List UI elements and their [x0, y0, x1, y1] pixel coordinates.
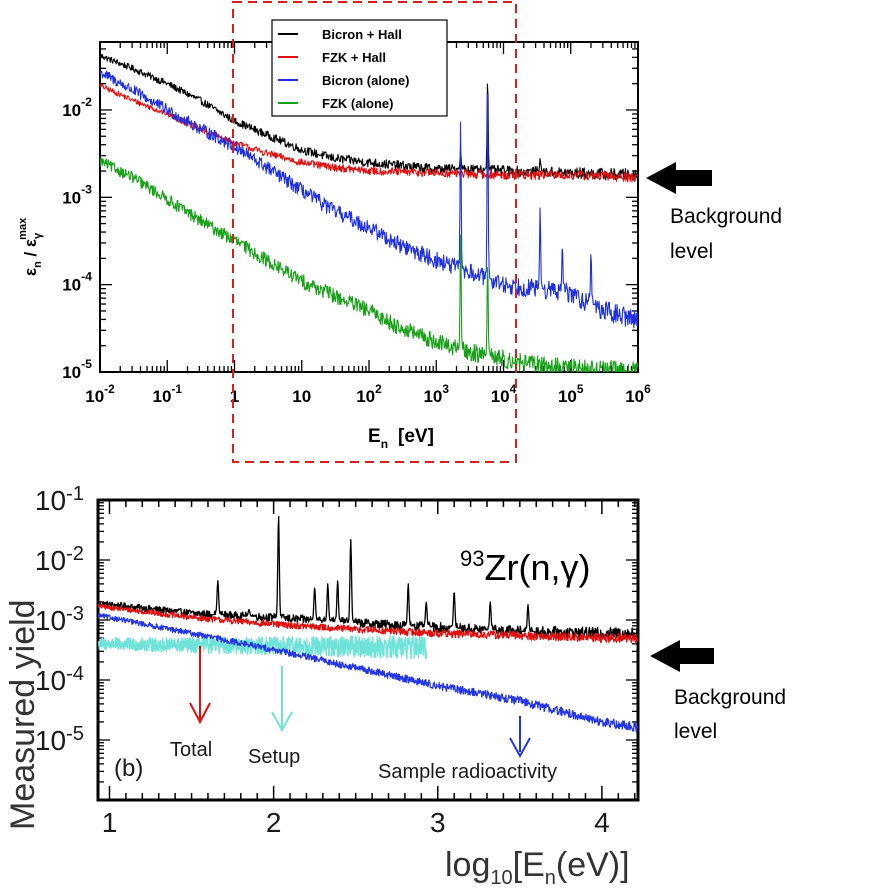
background-arrow-icon — [650, 640, 714, 672]
x-tick-label: 102 — [356, 382, 382, 406]
x-tick-label: 104 — [491, 382, 517, 406]
bottom-background-label-line2: level — [674, 720, 717, 743]
top-legend: Bicron + Hall FZK + Hall Bicron (alone) … — [271, 19, 448, 117]
series-line-sample-radioactivity — [98, 613, 638, 733]
series-line-setup — [98, 635, 427, 660]
top-background-label-line2: level — [670, 240, 713, 263]
bottom-x-axis-title: log10[En(eV)] — [445, 846, 630, 888]
series-line-total — [98, 515, 638, 640]
x-tick-label: 103 — [423, 382, 449, 406]
bottom-reaction-title: 93Zr(n,γ) — [460, 546, 590, 588]
legend-label-fzk-hall: FZK + Hall — [322, 50, 386, 65]
x-tick-label: 106 — [625, 382, 651, 406]
bottom-y-tick-labels: 10-1 10-2 10-3 10-4 10-5 — [35, 483, 84, 756]
x-tick-label: 10-1 — [153, 382, 183, 406]
top-x-tick-labels: 10-2 10-1 1 10 102 103 104 105 106 — [85, 382, 651, 406]
annotation-arrows — [189, 646, 531, 759]
background-arrow-icon — [646, 162, 712, 194]
bottom-background-label-line1: Background — [674, 686, 786, 709]
annotation-sample-radioactivity: Sample radioactivity — [378, 761, 557, 783]
legend-label-bicron-alone: Bicron (alone) — [322, 73, 409, 88]
annotation-setup: Setup — [248, 746, 300, 768]
series-line-fzk-alone- — [100, 157, 638, 372]
y-tick-label: 10-4 — [35, 663, 84, 696]
y-tick-label: 10-3 — [62, 182, 92, 207]
x-tick-label: 1 — [102, 807, 118, 838]
annotation-total: Total — [170, 739, 212, 761]
y-tick-label: 10-4 — [62, 270, 92, 295]
top-y-tick-labels: 10-2 10-3 10-4 10-5 — [62, 95, 92, 382]
series-line-bicron-alone- — [100, 70, 638, 329]
bottom-series-lines — [98, 515, 638, 733]
x-tick-label: 1 — [230, 387, 239, 406]
x-tick-label: 105 — [558, 382, 584, 406]
y-tick-label: 10-1 — [35, 483, 84, 516]
y-tick-label: 10-3 — [35, 603, 84, 636]
top-y-axis-title: εn / εγmax — [17, 217, 44, 276]
y-tick-label: 10-2 — [62, 95, 92, 120]
highlight-region-box — [232, 1, 517, 463]
top-background-label-line1: Background — [670, 205, 782, 228]
top-series-lines — [100, 53, 638, 372]
x-tick-label: 3 — [430, 807, 446, 838]
radioactivity-arrow-head-icon — [509, 737, 531, 759]
bottom-panel-label: (b) — [114, 755, 143, 782]
x-tick-label: 2 — [266, 807, 282, 838]
bottom-axis-ticks — [98, 499, 638, 801]
top-x-axis-title: En [eV] — [368, 426, 434, 451]
legend-box — [271, 19, 448, 117]
x-tick-label: 4 — [594, 807, 610, 838]
bottom-y-axis-title: Measured yield — [4, 599, 42, 830]
legend-label-fzk-alone: FZK (alone) — [322, 96, 394, 111]
legend-label-bicron-hall: Bicron + Hall — [322, 27, 402, 42]
y-tick-label: 10-2 — [35, 543, 84, 576]
top-chart: 10-2 10-1 1 10 102 103 104 105 106 10-210-310-41… — [17, 1, 782, 463]
x-tick-label: 10 — [292, 387, 311, 406]
total-arrow-head-icon — [189, 702, 211, 725]
series-line-background-red- — [98, 603, 638, 644]
x-tick-label: 10-2 — [85, 382, 115, 406]
y-tick-label: 10-5 — [62, 357, 92, 382]
setup-arrow-head-icon — [271, 711, 293, 733]
y-tick-label: 10-5 — [35, 723, 84, 756]
bottom-x-tick-labels: 1 2 3 4 — [102, 807, 610, 838]
